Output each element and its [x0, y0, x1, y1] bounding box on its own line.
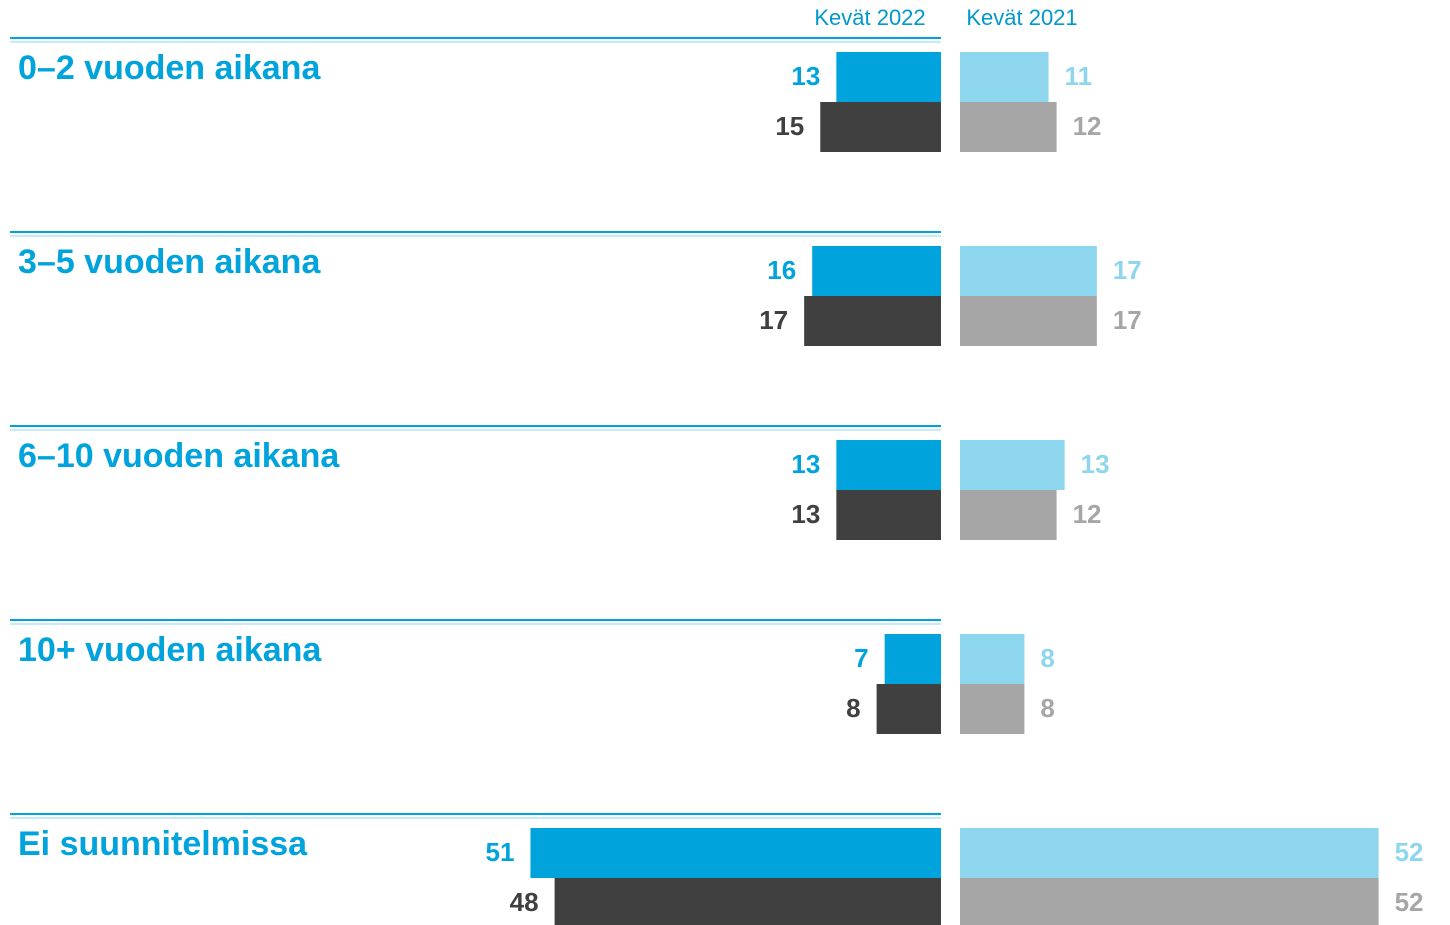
value-label: 11 [1065, 61, 1093, 91]
category-label: Ei suunnitelmissa [18, 825, 308, 863]
bar [960, 828, 1379, 878]
bar [836, 52, 941, 102]
value-label: 12 [1073, 111, 1102, 141]
value-label: 8 [1040, 643, 1054, 673]
bar [804, 296, 941, 346]
category-label: 3–5 vuoden aikana [18, 243, 321, 281]
category-label: 6–10 vuoden aikana [18, 437, 340, 475]
bar [960, 246, 1097, 296]
category-label: 10+ vuoden aikana [18, 631, 322, 669]
bar [820, 102, 941, 152]
value-label: 15 [775, 111, 804, 141]
value-label: 52 [1395, 837, 1424, 867]
bar [960, 684, 1025, 734]
value-label: 12 [1073, 499, 1102, 529]
bar [960, 296, 1097, 346]
value-label: 13 [1081, 449, 1110, 479]
value-label: 13 [791, 61, 820, 91]
bar [960, 490, 1057, 540]
bar [812, 246, 941, 296]
bar [960, 878, 1379, 925]
value-label: 13 [791, 449, 820, 479]
bar [876, 684, 941, 734]
bar [884, 634, 941, 684]
bar [960, 440, 1065, 490]
bar [836, 490, 941, 540]
category-label: 0–2 vuoden aikana [18, 49, 321, 87]
value-label: 17 [759, 305, 788, 335]
value-label: 51 [486, 837, 515, 867]
bar [960, 634, 1025, 684]
bar [836, 440, 941, 490]
panel-header: Kevät 2021 [966, 5, 1077, 30]
value-label: 16 [767, 255, 796, 285]
value-label: 48 [510, 887, 539, 917]
value-label: 13 [791, 499, 820, 529]
panel-header: Kevät 2022 [814, 5, 925, 30]
bar [960, 102, 1057, 152]
bar [960, 52, 1049, 102]
value-label: 17 [1113, 305, 1142, 335]
bar [554, 878, 941, 925]
value-label: 7 [854, 643, 868, 673]
value-label: 8 [846, 693, 860, 723]
bar [530, 828, 941, 878]
value-label: 17 [1113, 255, 1142, 285]
value-label: 52 [1395, 887, 1424, 917]
value-label: 8 [1040, 693, 1054, 723]
